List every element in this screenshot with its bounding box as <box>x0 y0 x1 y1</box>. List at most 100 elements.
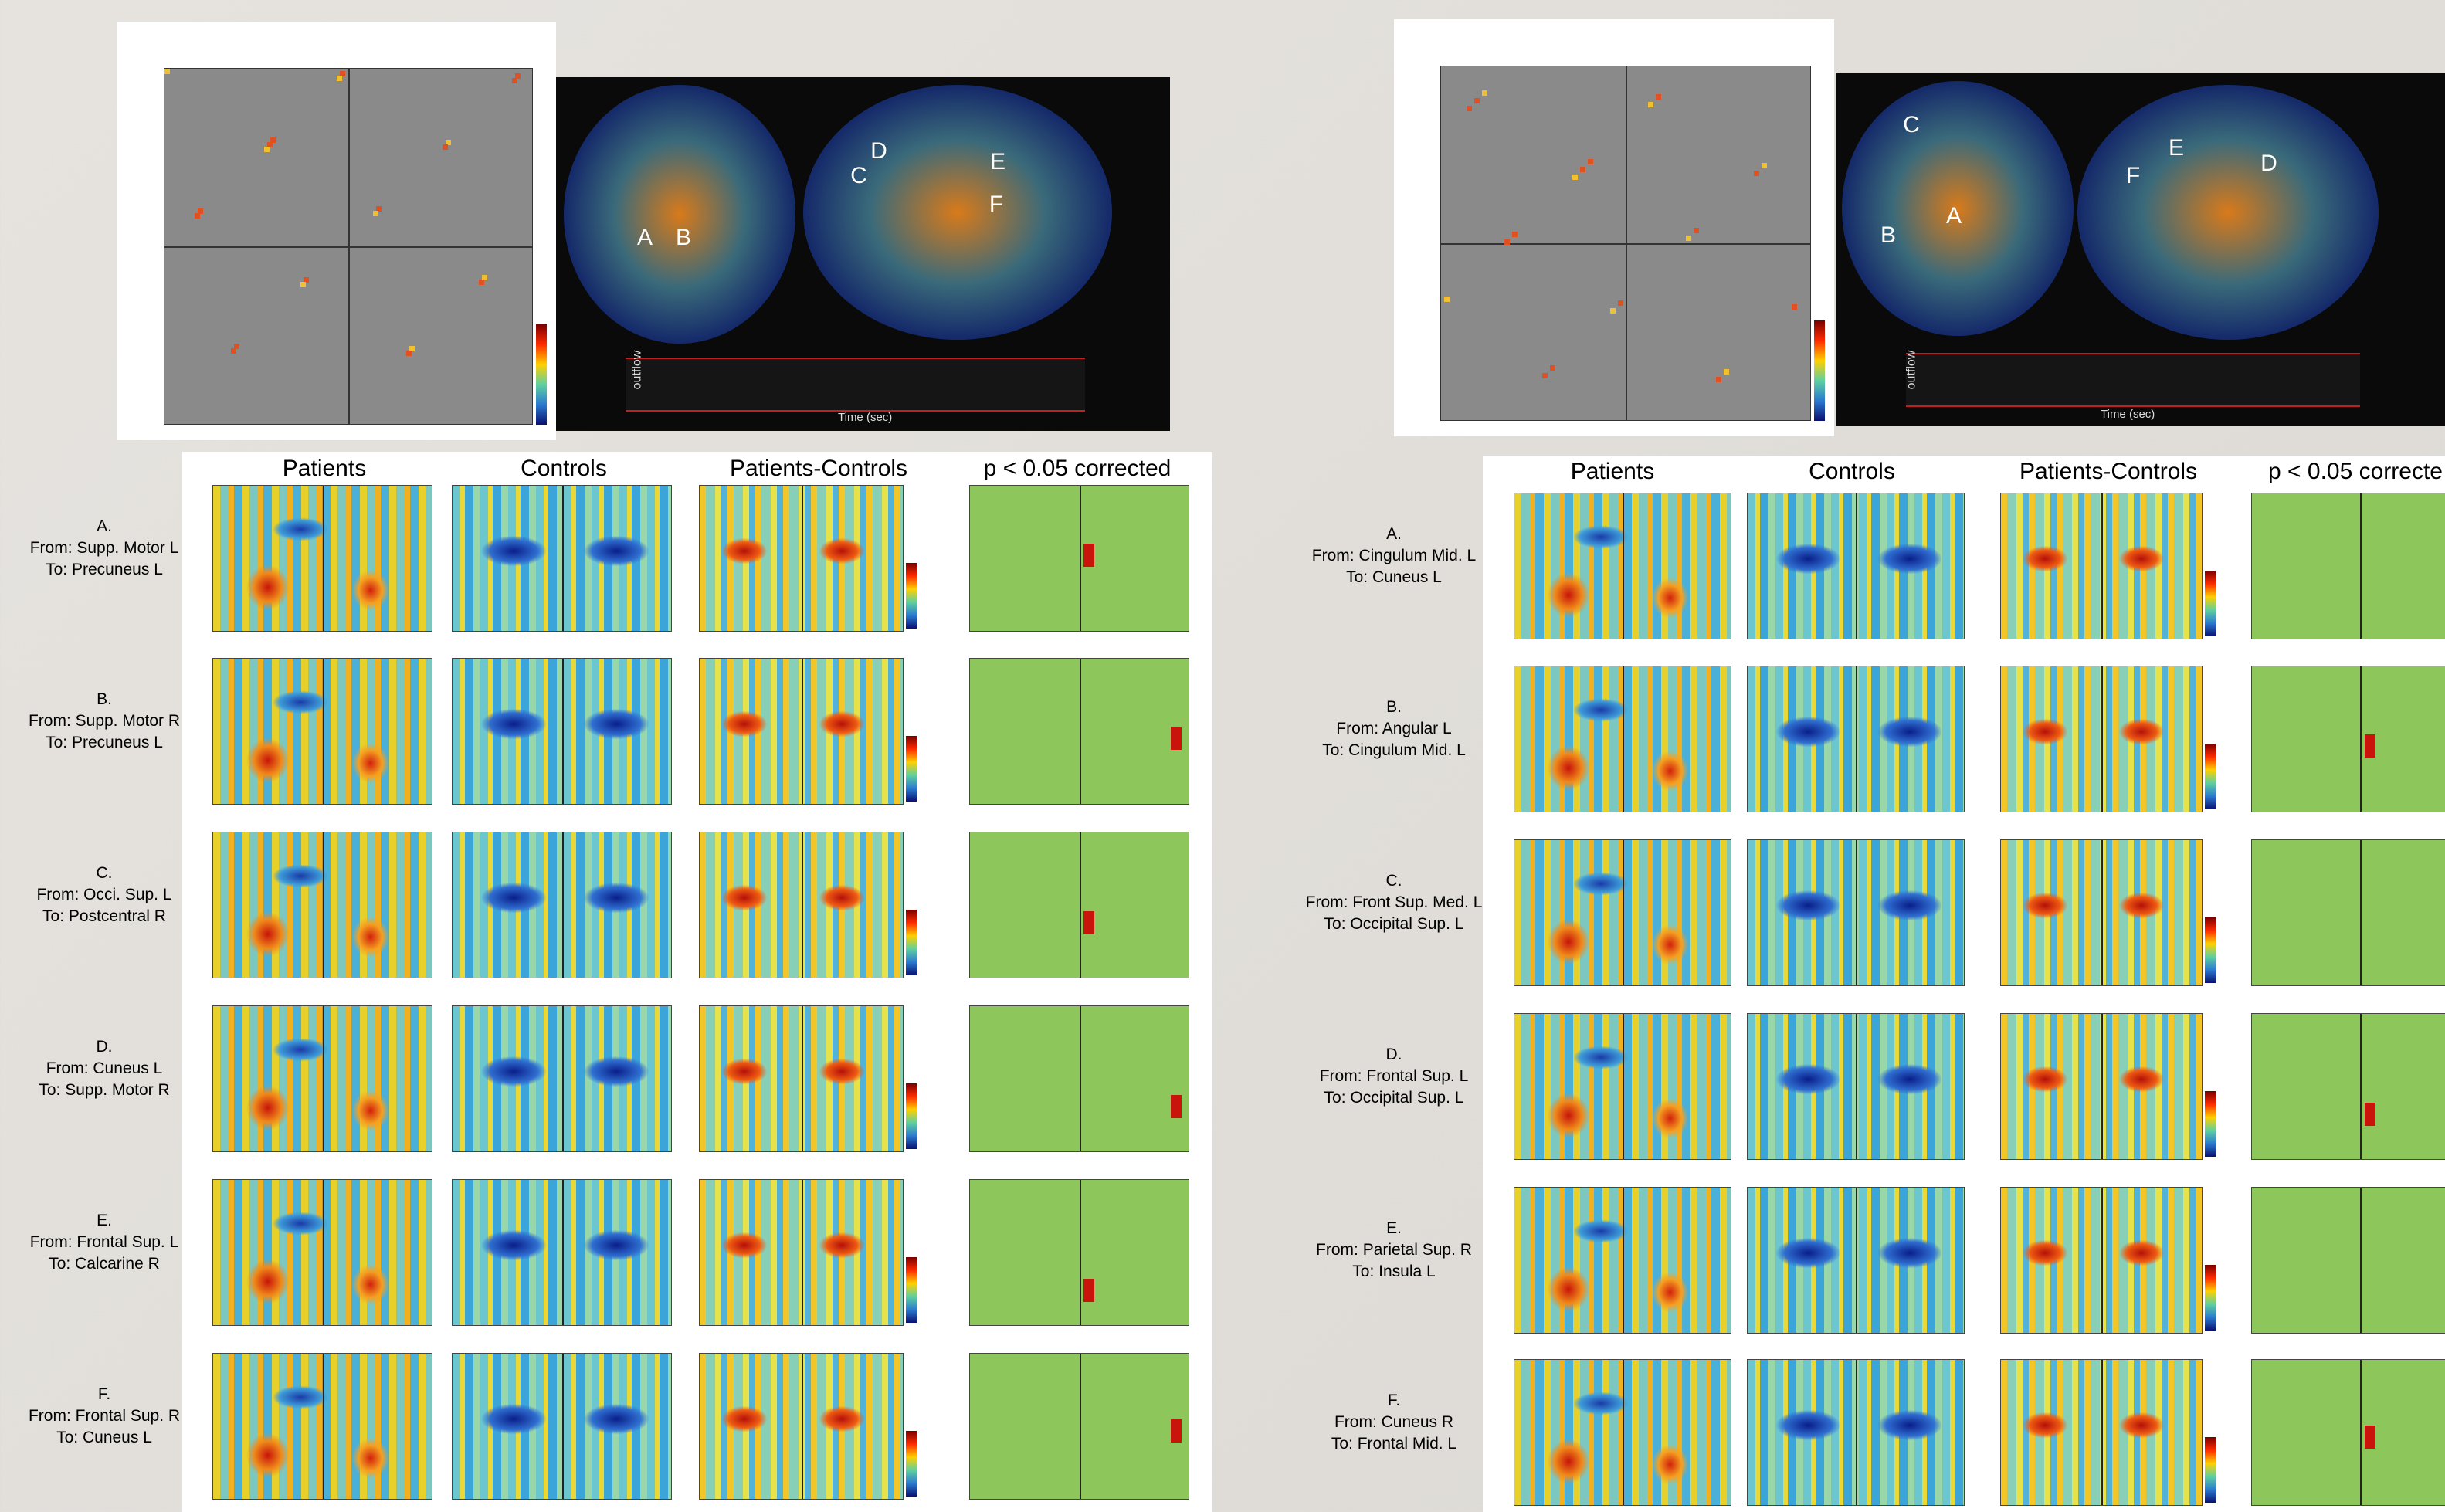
center-line <box>2360 1014 2362 1159</box>
center-line <box>802 832 803 978</box>
tf-map <box>1747 1359 1965 1506</box>
tf-map <box>452 1179 672 1326</box>
tf-map <box>1514 493 1731 639</box>
matrix-dot <box>1542 373 1548 378</box>
significance-map <box>2251 1013 2445 1160</box>
tf-map <box>699 832 904 978</box>
matrix-frame <box>1394 19 1834 436</box>
matrix-dot <box>164 69 170 74</box>
row-label: A.From: Cingulum Mid. LTo: Cuneus L <box>1312 524 1476 588</box>
column-header: Controls <box>521 456 607 482</box>
center-line <box>1623 1360 1624 1505</box>
significance-map <box>969 1179 1189 1326</box>
tf-map <box>2000 1359 2203 1506</box>
row-label-letter: C. <box>36 863 171 884</box>
center-line <box>1623 1188 1624 1333</box>
row-label-to: To: Calcarine R <box>30 1253 179 1275</box>
tf-map <box>1747 1187 1965 1334</box>
center-line <box>1623 1014 1624 1159</box>
center-line <box>562 1180 564 1325</box>
tf-map <box>212 485 432 632</box>
tf-map <box>1514 666 1731 812</box>
matrix-dot <box>231 348 236 354</box>
matrix-dot <box>1580 167 1585 172</box>
sig-blob <box>1171 727 1182 750</box>
tf-map <box>1514 1359 1731 1506</box>
tf-map <box>1747 1013 1965 1160</box>
timecourse-y-label: outflow <box>1904 351 1918 390</box>
center-line <box>1080 659 1081 804</box>
matrix-dot <box>1610 308 1616 314</box>
row-label-to: To: Cuneus L <box>1312 567 1476 588</box>
row-label: D.From: Cuneus LTo: Supp. Motor R <box>39 1036 169 1101</box>
tf-map <box>699 485 904 632</box>
matrix-h <box>164 246 532 248</box>
matrix-dot <box>1648 102 1653 107</box>
colorbar <box>906 910 917 975</box>
matrix-dot <box>512 78 517 83</box>
matrix-cbar <box>1814 320 1825 421</box>
brain-label: B <box>676 225 691 251</box>
colorbar <box>2205 1265 2216 1331</box>
center-line <box>802 1180 803 1325</box>
matrix-cbar <box>536 324 547 425</box>
tf-map <box>452 832 672 978</box>
tf-map <box>2000 1013 2203 1160</box>
center-line <box>323 1354 324 1499</box>
column-header: Patients-Controls <box>2019 459 2197 485</box>
brain-label: F <box>989 192 1003 218</box>
row-label: D.From: Frontal Sup. LTo: Occipital Sup.… <box>1320 1044 1469 1109</box>
matrix-dot <box>1618 300 1623 306</box>
center-line <box>2360 493 2362 639</box>
brain-label: E <box>2169 135 2184 161</box>
row-label-letter: C. <box>1306 870 1483 892</box>
tf-map <box>1514 839 1731 986</box>
row-label-letter: A. <box>30 516 179 537</box>
column-header: p < 0.05 corrected <box>984 456 1172 482</box>
row-label-from: From: Frontal Sup. L <box>1320 1066 1469 1087</box>
sig-blob <box>1171 1095 1182 1118</box>
tf-map <box>1514 1013 1731 1160</box>
tf-map <box>452 1005 672 1152</box>
matrix-dot <box>1762 163 1767 168</box>
timecourse-y-label: outflow <box>630 351 644 390</box>
colorbar <box>2205 571 2216 636</box>
significance-map <box>969 485 1189 632</box>
row-label-from: From: Supp. Motor R <box>29 710 180 732</box>
row-label-letter: E. <box>1316 1218 1472 1239</box>
sig-blob <box>2365 1103 2375 1126</box>
brain-label: A <box>1946 203 1962 229</box>
brain-label: D <box>2260 151 2277 177</box>
tf-map <box>212 1353 432 1500</box>
row-label-from: From: Parietal Sup. R <box>1316 1239 1472 1261</box>
brain-label: F <box>2126 163 2140 189</box>
center-line <box>2101 493 2103 639</box>
colorbar <box>906 1431 917 1497</box>
row-label-letter: B. <box>29 689 180 710</box>
brain-label: B <box>1880 222 1896 249</box>
colorbar <box>906 1083 917 1149</box>
center-line <box>1623 493 1624 639</box>
colorbar <box>906 736 917 802</box>
tf-map <box>212 832 432 978</box>
colorbar <box>2205 917 2216 983</box>
tf-map <box>1747 839 1965 986</box>
center-line <box>323 659 324 804</box>
center-line <box>2101 1188 2103 1333</box>
row-label-from: From: Supp. Motor L <box>30 537 179 559</box>
sig-blob <box>1083 544 1094 567</box>
tf-map <box>452 658 672 805</box>
row-label-to: To: Cuneus L <box>29 1427 180 1449</box>
row-label: C.From: Front Sup. Med. LTo: Occipital S… <box>1306 870 1483 935</box>
center-line <box>2360 1360 2362 1505</box>
colorbar <box>906 1257 917 1323</box>
matrix-dot <box>1467 106 1472 111</box>
center-line <box>323 1180 324 1325</box>
row-label-to: To: Cingulum Mid. L <box>1322 740 1466 761</box>
matrix-dot <box>1656 94 1661 100</box>
tf-map <box>212 1179 432 1326</box>
